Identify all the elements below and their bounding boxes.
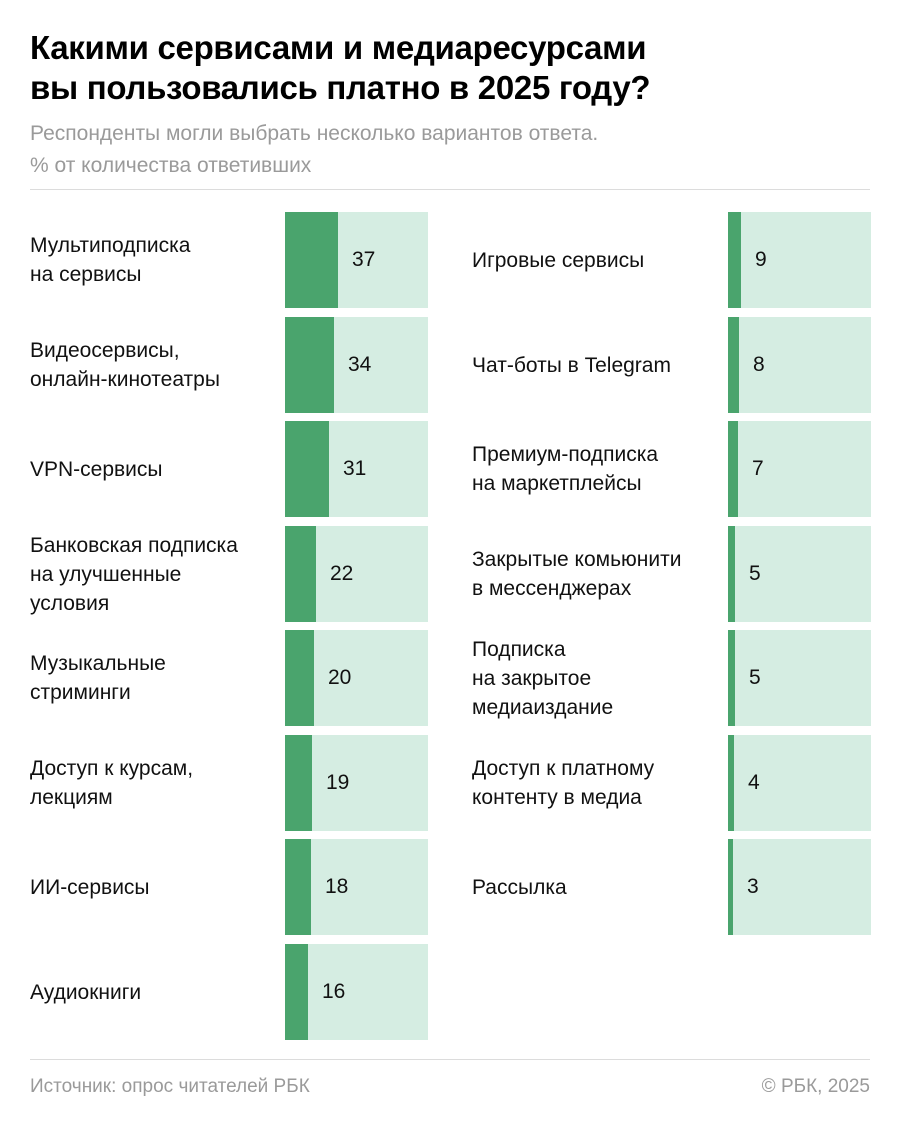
category-label: Игровые сервисы: [472, 248, 645, 272]
chart-title: Какими сервисами и медиаресурсами вы пол…: [30, 29, 651, 106]
category-label: Видеосервисы, онлайн-кинотеатры: [30, 339, 220, 391]
bar-track: 19: [285, 735, 428, 831]
bar-value-label: 19: [326, 771, 350, 794]
copyright: © РБК, 2025: [761, 1076, 870, 1097]
bar-track: 8: [728, 317, 871, 413]
category-label: Подписка на закрытое медиаиздание: [472, 637, 614, 719]
bar-value-label: 16: [322, 980, 346, 1003]
chart-subtitle: Респонденты могли выбрать несколько вари…: [30, 122, 599, 177]
bar: [285, 735, 312, 831]
bar-track: 16: [285, 944, 428, 1040]
bar-track: 9: [728, 212, 871, 308]
bar-value-label: 37: [352, 248, 376, 271]
bar-track: 4: [728, 735, 871, 831]
bar-track: 34: [285, 317, 428, 413]
bar-track: 20: [285, 630, 428, 726]
bar: [728, 526, 735, 622]
bar-track: 18: [285, 839, 428, 935]
bar-track: 22: [285, 526, 428, 622]
bar: [728, 212, 741, 308]
bar-value-label: 31: [343, 457, 367, 480]
bar-value-label: 3: [747, 875, 759, 898]
bar: [285, 839, 311, 935]
category-label: Рассылка: [472, 875, 567, 899]
bar-value-label: 22: [330, 562, 354, 585]
bar-track: 5: [728, 630, 871, 726]
bar-value-label: 9: [755, 248, 767, 271]
bar: [285, 526, 316, 622]
source-note: Источник: опрос читателей РБК: [30, 1076, 310, 1097]
bar-value-label: 4: [748, 771, 760, 794]
bar-value-label: 5: [749, 562, 761, 585]
bar-track: 3: [728, 839, 871, 935]
category-label: ИИ-сервисы: [30, 875, 150, 899]
bar: [285, 421, 329, 517]
category-label: Доступ к курсам, лекциям: [30, 757, 194, 809]
bar-value-label: 18: [325, 875, 349, 898]
bar-track: 37: [285, 212, 428, 308]
category-label: Банковская подписка на улучшенные услови…: [30, 533, 238, 615]
category-label: Мультиподписка на сервисы: [30, 234, 191, 286]
bar: [728, 421, 738, 517]
category-label: VPN-сервисы: [30, 457, 163, 481]
bar-value-label: 20: [328, 666, 352, 689]
bar-value-label: 7: [752, 457, 764, 480]
category-label: Аудиокниги: [30, 980, 142, 1004]
category-label: Чат-боты в Telegram: [472, 353, 671, 377]
bar: [285, 944, 308, 1040]
bar-track: 31: [285, 421, 428, 517]
bar: [728, 735, 734, 831]
bar: [285, 630, 314, 726]
bar: [285, 317, 334, 413]
bar: [728, 630, 735, 726]
category-label: Закрытые комьюнити в мессенджерах: [472, 548, 682, 600]
bar: [285, 212, 338, 308]
top-divider: [30, 189, 870, 190]
category-label: Доступ к платному контенту в медиа: [472, 757, 655, 809]
bar-value-label: 8: [753, 353, 765, 376]
bar-track: 5: [728, 526, 871, 622]
bottom-divider: [30, 1059, 870, 1060]
bar: [728, 317, 739, 413]
category-label: Музыкальные стриминги: [30, 652, 166, 704]
bar: [728, 839, 733, 935]
bar-value-label: 5: [749, 666, 761, 689]
category-label: Премиум-подписка на маркетплейсы: [472, 443, 659, 495]
bar-value-label: 34: [348, 353, 372, 376]
bar-track: 7: [728, 421, 871, 517]
